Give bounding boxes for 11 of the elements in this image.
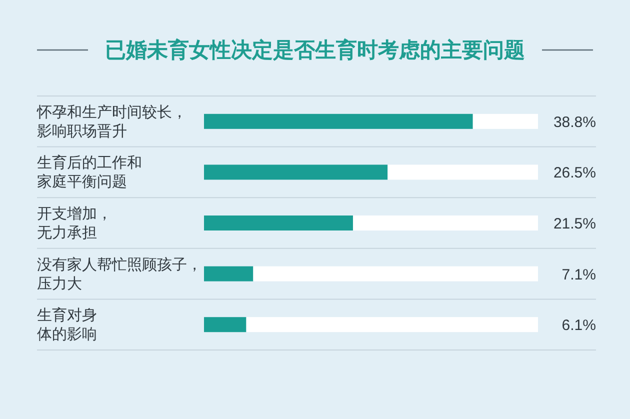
category-label: 怀孕和生产时间较长，影响职场晋升 — [37, 104, 187, 140]
value-label: 38.8% — [553, 114, 596, 131]
category-label: 生育后的工作和家庭平衡问题 — [37, 154, 142, 191]
value-label: 7.1% — [562, 266, 596, 284]
value-label: 6.1% — [562, 317, 596, 334]
value-label: 26.5% — [553, 164, 596, 182]
category-label: 生育对身体的影响 — [37, 307, 97, 344]
category-label: 开支增加，无力承担 — [37, 206, 112, 242]
title: 已婚未育女性决定是否生育时考虑的主要问题 — [105, 39, 525, 62]
category-label: 没有家人帮忙照顾孩子，压力大 — [37, 256, 202, 292]
value-label: 21.5% — [553, 216, 596, 232]
